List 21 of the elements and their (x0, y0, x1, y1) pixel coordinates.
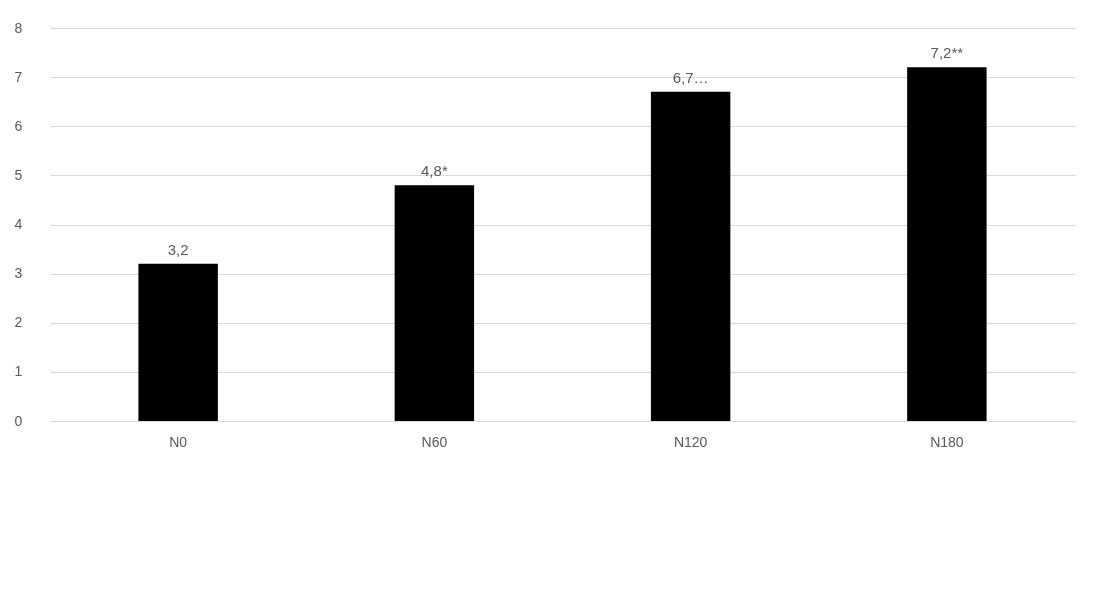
y-tick-label: 6 (14, 117, 23, 134)
y-tick-label: 8 (14, 19, 23, 36)
bar (650, 91, 731, 421)
y-tick-label: 4 (14, 216, 23, 232)
y-tick-label: 5 (14, 166, 23, 183)
bar (907, 67, 987, 421)
x-tick-label: N180 (930, 433, 964, 450)
data-label: 3,2 (167, 240, 189, 258)
y-tick-label: 1 (14, 363, 23, 380)
y-tick-label: 3 (14, 265, 23, 282)
data-label: 7,2** (930, 44, 964, 62)
data-label: 6,7… (672, 68, 709, 86)
x-tick-label: N0 (169, 433, 188, 450)
data-label: 4,8* (421, 162, 448, 180)
y-tick-label: 7 (14, 68, 23, 85)
bar (138, 263, 218, 421)
x-tick-label: N60 (421, 433, 448, 450)
bar (394, 185, 475, 421)
y-tick-label: 0 (14, 412, 23, 429)
x-tick-label: N120 (673, 433, 708, 450)
y-tick-label: 2 (14, 314, 23, 331)
